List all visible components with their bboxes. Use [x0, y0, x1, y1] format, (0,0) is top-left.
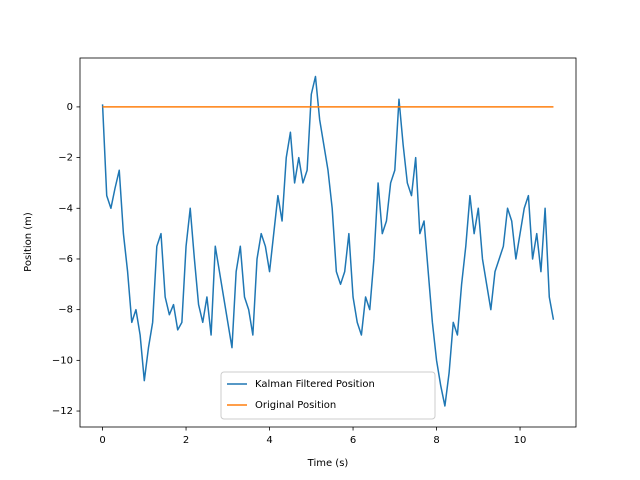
- y-tick-label: −2: [58, 153, 73, 164]
- y-axis-label: Position (m): [23, 212, 34, 272]
- plot-frame: [79, 57, 577, 428]
- y-tick-label: −4: [58, 203, 73, 214]
- x-tick-label: 6: [350, 435, 356, 446]
- y-tick-label: −12: [52, 406, 73, 417]
- data-line: [101, 75, 555, 407]
- x-tick-label: 0: [99, 435, 105, 446]
- y-tick-label: −6: [58, 254, 73, 265]
- x-tick-label: 2: [183, 435, 189, 446]
- legend-box: [220, 371, 436, 420]
- x-tick-label: 4: [266, 435, 272, 446]
- legend-label: Original Position: [255, 400, 336, 411]
- y-tick-label: −8: [58, 305, 73, 316]
- legend-label: Kalman Filtered Position: [255, 379, 375, 390]
- x-tick-label: 10: [514, 435, 527, 446]
- x-axis-label: Time (s): [307, 458, 349, 469]
- x-tick-label: 8: [433, 435, 439, 446]
- y-tick-label: 0: [67, 102, 73, 113]
- y-tick-label: −10: [52, 355, 73, 366]
